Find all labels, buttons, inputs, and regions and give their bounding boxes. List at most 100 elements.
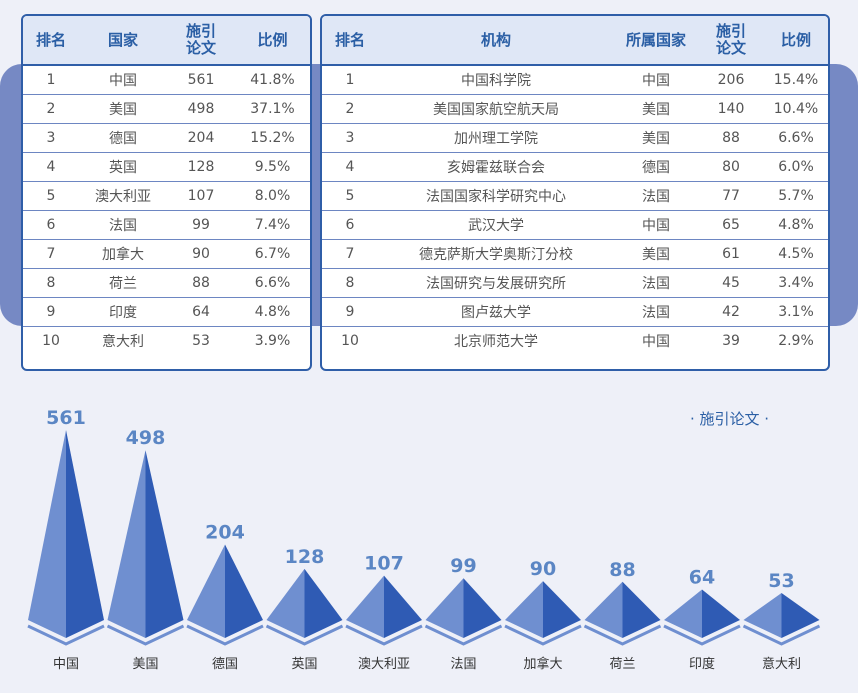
data-label: 99 (450, 555, 476, 577)
pyramid-shadow-line (27, 624, 105, 646)
pyramid-bar-face-right (304, 568, 343, 638)
category-label: 中国 (53, 657, 79, 672)
table-row: 5 澳大利亚 107 8.0% (23, 181, 310, 211)
cell-rank: 10 (42, 333, 60, 349)
cell-ratio: 6.7% (235, 239, 310, 269)
cell-ratio: 3.1% (764, 297, 828, 327)
table-row: 3 德国 204 15.2% (23, 123, 310, 153)
cell-country: 美国 (614, 123, 698, 153)
cell-country: 德国 (79, 123, 167, 153)
cell-ratio: 15.4% (764, 65, 828, 95)
cell-ratio: 4.5% (764, 239, 828, 269)
pyramid-bar-face-left (664, 589, 702, 638)
cell-ratio: 7.4% (235, 210, 310, 240)
data-label: 128 (285, 546, 325, 568)
table-row: 8 法国研究与发展研究所 法国 45 3.4% (322, 268, 828, 298)
cell-country: 法国 (614, 297, 698, 327)
pyramid-chart: 561 中国 498 美国 204 德国 128 英国 107 澳大利亚 99 法国 90 加拿大 88 荷兰… (0, 380, 858, 693)
pyramid-bar-face-right (622, 581, 661, 638)
cell-ratio: 2.9% (778, 333, 814, 349)
column-header-ratio: 比例 (764, 16, 828, 66)
table-row: 2 美国国家航空航天局 美国 140 10.4% (322, 94, 828, 124)
table-header-row: 排名 国家 施引 论文 比例 (23, 16, 310, 66)
column-header-institution: 机构 (378, 16, 614, 66)
cell-citing-papers: 77 (698, 181, 764, 211)
column-header-country: 国家 (79, 16, 167, 66)
table-row: 9 图卢兹大学 法国 42 3.1% (322, 297, 828, 327)
cell-country: 美国 (614, 239, 698, 269)
pyramid-shadow-line (742, 624, 821, 646)
cell-institution: 武汉大学 (378, 210, 614, 240)
cell-rank: 1 (322, 65, 378, 95)
pyramid-shadow-line (186, 624, 264, 646)
cell-ratio: 41.8% (235, 65, 310, 95)
cell-country: 法国 (614, 268, 698, 298)
pyramid-bar-face-right (225, 544, 263, 638)
category-label: 德国 (212, 657, 238, 672)
category-label: 英国 (291, 657, 317, 672)
cell-citing-papers: 88 (167, 268, 235, 298)
cell-ratio: 8.0% (235, 181, 310, 211)
cell-rank: 3 (322, 123, 378, 153)
cell-citing-papers: 498 (167, 94, 235, 124)
countries-table: 排名 国家 施引 论文 比例 1 中国 561 41.8% 2 美国 498 37.1% 3 德国 204… (23, 16, 310, 355)
data-label: 498 (126, 427, 166, 449)
cell-country: 中国 (642, 334, 670, 350)
column-header-rank: 排名 (322, 16, 378, 66)
column-header-citing-papers: 施引 论文 (167, 16, 235, 66)
cell-country: 印度 (79, 297, 167, 327)
cell-citing-papers: 80 (698, 152, 764, 182)
data-label: 88 (609, 559, 635, 581)
cell-rank: 2 (23, 94, 79, 124)
cell-country: 加拿大 (79, 239, 167, 269)
chart-legend: · 施引论文 · (690, 410, 770, 428)
cell-citing-papers: 128 (167, 152, 235, 182)
cell-rank: 6 (322, 210, 378, 240)
cell-citing-papers: 99 (167, 210, 235, 240)
column-header-rank: 排名 (23, 16, 79, 66)
cell-rank: 2 (322, 94, 378, 124)
pyramid-bar-face-left (584, 581, 623, 638)
cell-ratio: 37.1% (235, 94, 310, 124)
table-header-row: 排名 机构 所属国家 施引 论文 比例 (322, 16, 828, 66)
table-row: 4 亥姆霍兹联合会 德国 80 6.0% (322, 152, 828, 182)
cell-citing-papers: 206 (698, 65, 764, 95)
category-label: 加拿大 (523, 656, 562, 672)
cell-citing-papers: 90 (167, 239, 235, 269)
institutions-table-panel: 排名 机构 所属国家 施引 论文 比例 1 中国科学院 中国 206 15.4% 2 美国国家航空航… (320, 14, 830, 371)
cell-ratio: 15.2% (235, 123, 310, 153)
category-label: 印度 (689, 656, 715, 672)
table-row: 10 意大利 53 3.9% (23, 327, 310, 356)
table-row: 6 法国 99 7.4% (23, 210, 310, 240)
cell-institution: 法国研究与发展研究所 (378, 268, 614, 298)
cell-country: 意大利 (102, 334, 144, 350)
data-label: 64 (689, 566, 715, 588)
data-label: 107 (364, 553, 404, 575)
cell-citing-papers: 107 (167, 181, 235, 211)
cell-ratio: 6.6% (235, 268, 310, 298)
countries-table-panel: 排名 国家 施引 论文 比例 1 中国 561 41.8% 2 美国 498 37.1% 3 德国 204… (21, 14, 312, 371)
table-row: 4 英国 128 9.5% (23, 152, 310, 182)
cell-ratio: 4.8% (235, 297, 310, 327)
institutions-table: 排名 机构 所属国家 施引 论文 比例 1 中国科学院 中国 206 15.4% 2 美国国家航空航… (322, 16, 828, 355)
cell-rank: 6 (23, 210, 79, 240)
table-row: 5 法国国家科学研究中心 法国 77 5.7% (322, 181, 828, 211)
cell-rank: 9 (322, 297, 378, 327)
cell-ratio: 3.4% (764, 268, 828, 298)
pyramid-bar-face-right (145, 450, 184, 638)
cell-institution: 图卢兹大学 (378, 297, 614, 327)
table-row: 1 中国 561 41.8% (23, 65, 310, 95)
pyramid-shadow-line (265, 624, 344, 646)
pyramid-bar-face-left (107, 450, 146, 638)
cell-country: 法国 (614, 181, 698, 211)
pyramid-shadow-line (345, 624, 423, 646)
cell-ratio: 9.5% (235, 152, 310, 182)
cell-ratio: 10.4% (764, 94, 828, 124)
cell-country: 英国 (79, 152, 167, 182)
category-label: 美国 (132, 657, 158, 672)
cell-ratio: 5.7% (764, 181, 828, 211)
cell-citing-papers: 42 (698, 297, 764, 327)
table-row: 9 印度 64 4.8% (23, 297, 310, 327)
pyramid-bar-face-left (187, 544, 225, 638)
cell-citing-papers: 45 (698, 268, 764, 298)
